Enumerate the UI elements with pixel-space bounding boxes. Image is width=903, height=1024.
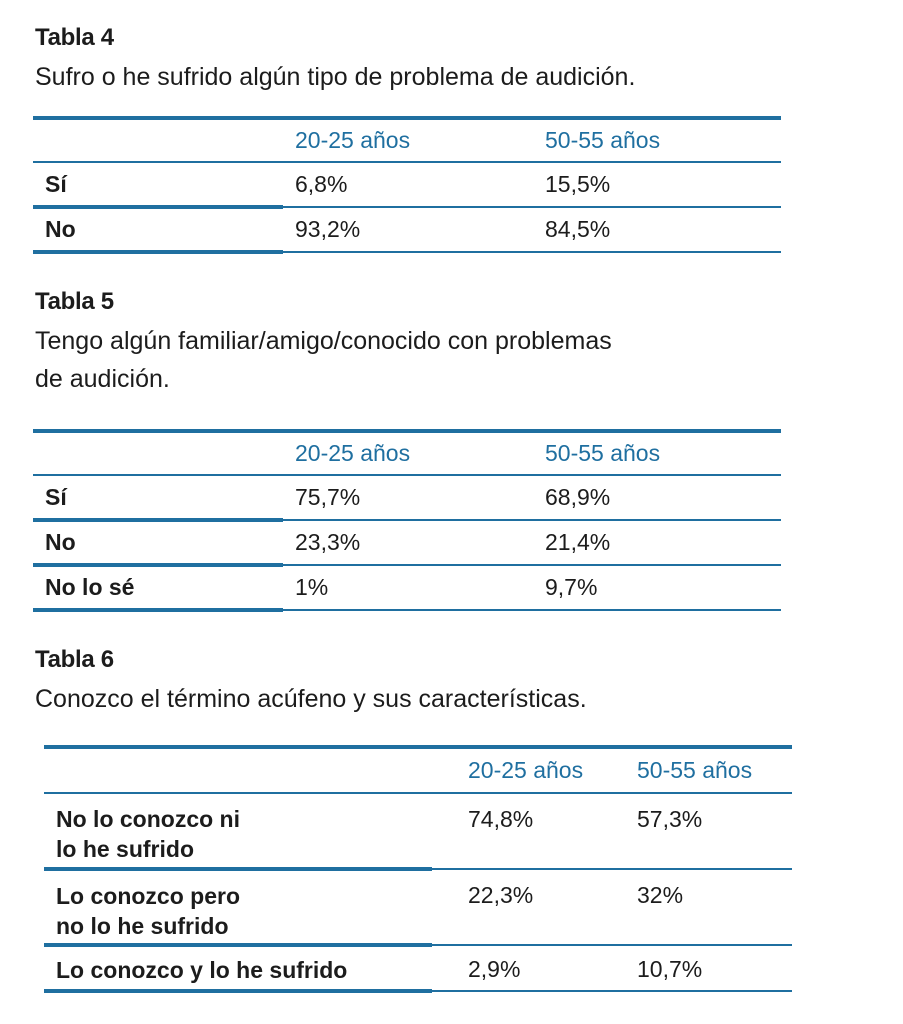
table-6: 20-25 años 50-55 años No lo conozco ni l… [44,745,792,993]
header-20-25: 20-25 años [432,747,602,794]
header-20-25: 20-25 años [283,431,533,476]
header-50-55: 50-55 años [533,431,781,476]
cell-value: 75,7% [283,475,533,521]
table-row: No lo sé 1% 9,7% [33,565,781,612]
table-4-caption: Sufro o he sufrido algún tipo de problem… [35,63,636,91]
header-20-25: 20-25 años [283,118,533,163]
row-label-line: no lo he sufrido [56,913,229,939]
header-empty [33,118,283,163]
cell-value: 22,3% [432,869,602,946]
table-5-label: Tabla 5 [35,288,114,315]
cell-value: 21,4% [533,520,781,566]
row-label: Lo conozco pero no lo he sufrido [44,869,432,947]
table-header-row: 20-25 años 50-55 años [44,747,792,794]
cell-value: 15,5% [533,162,781,208]
cell-value: 68,9% [533,475,781,521]
row-label: No [33,207,283,254]
table-6-caption: Conozco el término acúfeno y sus caracte… [35,685,587,713]
header-50-55: 50-55 años [602,747,792,794]
cell-value: 10,7% [602,945,792,992]
table-5-caption: Tengo algún familiar/amigo/conocido con … [35,322,795,398]
table-6-label: Tabla 6 [35,646,114,673]
cell-value: 23,3% [283,520,533,566]
cell-value: 84,5% [533,207,781,253]
header-empty [44,747,432,794]
cell-value: 74,8% [432,793,602,870]
row-label: No lo sé [33,565,283,612]
caption-line: de audición. [35,365,170,393]
table-row: No 23,3% 21,4% [33,520,781,567]
cell-value: 57,3% [602,793,792,870]
table-header-row: 20-25 años 50-55 años [33,118,781,163]
table-5: 20-25 años 50-55 años Sí 75,7% 68,9% No … [33,429,781,612]
row-label: Sí [33,162,283,209]
cell-value: 2,9% [432,945,602,992]
row-label: Sí [33,475,283,522]
table-header-row: 20-25 años 50-55 años [33,431,781,476]
row-label: No lo conozco ni lo he sufrido [44,793,432,871]
caption-line: Tengo algún familiar/amigo/conocido con … [35,327,612,355]
table-row: Lo conozco y lo he sufrido 2,9% 10,7% [44,945,792,993]
cell-value: 32% [602,869,792,946]
row-label: Lo conozco y lo he sufrido [44,945,432,993]
table-4-label: Tabla 4 [35,24,114,51]
table-row: Sí 75,7% 68,9% [33,475,781,522]
cell-value: 93,2% [283,207,533,253]
table-row: Lo conozco pero no lo he sufrido 22,3% 3… [44,869,792,947]
row-label-line: Lo conozco pero [56,883,240,909]
row-label-line: lo he sufrido [56,836,194,862]
row-label: No [33,520,283,567]
table-row: Sí 6,8% 15,5% [33,162,781,209]
table-4: 20-25 años 50-55 años Sí 6,8% 15,5% No 9… [33,116,781,254]
row-label-line: No lo conozco ni [56,806,240,832]
cell-value: 1% [283,565,533,611]
table-row: No lo conozco ni lo he sufrido 74,8% 57,… [44,793,792,871]
cell-value: 6,8% [283,162,533,208]
cell-value: 9,7% [533,565,781,611]
header-50-55: 50-55 años [533,118,781,163]
header-empty [33,431,283,476]
table-row: No 93,2% 84,5% [33,207,781,254]
